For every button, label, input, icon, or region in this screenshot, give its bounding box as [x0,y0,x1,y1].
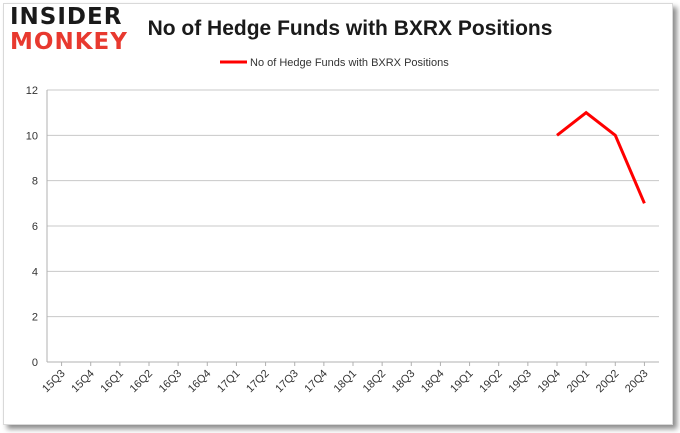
series-line [556,110,646,204]
series-lines [556,110,646,204]
x-tick-label: 16Q2 [128,368,156,396]
x-tick-label: 19Q4 [536,368,564,396]
x-tick-label: 17Q3 [273,368,301,396]
logo-line-1: INSIDER [10,4,123,30]
x-tick-label: 19Q3 [506,368,534,396]
chart-title: No of Hedge Funds with BXRX Positions [147,17,553,40]
chart-frame [3,3,673,425]
y-tick-label: 2 [32,312,38,324]
x-tick-label: 16Q3 [157,368,185,396]
y-tick-label: 4 [32,266,38,278]
y-tick-label: 8 [32,176,38,188]
y-tick-label: 12 [26,85,38,97]
y-tick-label: 10 [26,130,38,142]
x-tick-label: 18Q4 [419,368,447,396]
x-tick-label: 17Q1 [215,368,243,396]
x-tick-label: 18Q1 [332,368,360,396]
x-tick-label: 17Q4 [302,368,330,396]
x-tick-label: 20Q3 [623,368,651,396]
insider-monkey-logo: INSIDER MONKEY [10,6,128,54]
gridlines [47,89,659,318]
x-tick-label: 19Q2 [477,368,505,396]
x-tick-label: 15Q3 [40,368,68,396]
x-tick-label: 16Q4 [186,368,214,396]
x-tick-label: 18Q2 [361,368,389,396]
y-tick-labels: 0 2 4 6 8 10 12 [26,85,38,369]
legend-label: No of Hedge Funds with BXRX Positions [250,57,449,69]
x-tick-label: 17Q2 [244,368,272,396]
x-tick-label: 16Q1 [98,368,126,396]
y-tick-label: 6 [32,221,38,233]
y-tick-label: 0 [32,357,38,369]
x-tick-label: 18Q3 [390,368,418,396]
x-tick-label: 15Q4 [69,368,97,396]
x-tick-label: 20Q1 [565,368,593,396]
logo-line-2: MONKEY [10,29,128,55]
legend: No of Hedge Funds with BXRX Positions [220,57,449,69]
x-tick-labels: 15Q3 15Q4 16Q1 16Q2 16Q3 16Q4 17Q1 17Q2 17Q3 17Q4… [40,362,651,396]
x-tick-label: 19Q1 [448,368,476,396]
x-tick-label: 20Q2 [594,368,622,396]
